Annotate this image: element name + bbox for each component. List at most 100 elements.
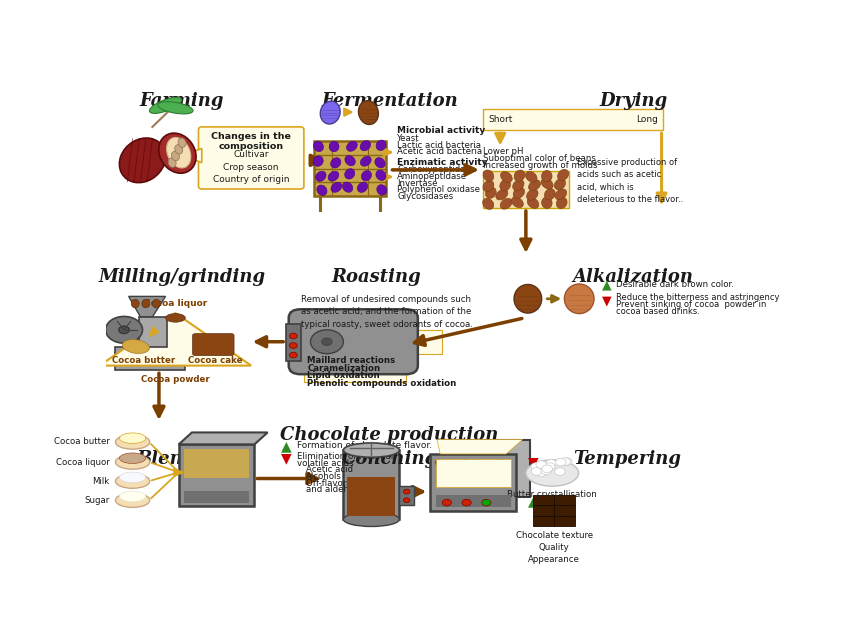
Ellipse shape — [328, 171, 339, 181]
Text: Enzimatic activity: Enzimatic activity — [398, 157, 488, 167]
Circle shape — [562, 458, 572, 466]
Ellipse shape — [513, 187, 524, 198]
Text: Removal of undesired compounds such
as acetic acid, and the formation of the
typ: Removal of undesired compounds such as a… — [301, 295, 473, 329]
FancyBboxPatch shape — [139, 317, 167, 347]
Ellipse shape — [317, 185, 327, 195]
Circle shape — [482, 499, 491, 506]
Text: Alkalization: Alkalization — [573, 268, 694, 286]
FancyBboxPatch shape — [198, 127, 304, 189]
Text: Polyphenol oxidase: Polyphenol oxidase — [398, 185, 480, 195]
Ellipse shape — [541, 179, 553, 189]
Circle shape — [531, 463, 541, 471]
Ellipse shape — [345, 156, 355, 166]
Ellipse shape — [529, 180, 541, 191]
Text: Changes in the
composition: Changes in the composition — [212, 131, 291, 151]
Ellipse shape — [545, 188, 555, 200]
FancyBboxPatch shape — [533, 505, 554, 516]
Text: Lipid oxidation: Lipid oxidation — [307, 371, 380, 380]
Circle shape — [404, 498, 410, 503]
Ellipse shape — [152, 299, 161, 308]
Ellipse shape — [496, 189, 508, 200]
Circle shape — [531, 467, 541, 476]
FancyBboxPatch shape — [435, 459, 511, 487]
FancyBboxPatch shape — [403, 330, 442, 353]
Text: Aminopeptidase: Aminopeptidase — [398, 172, 468, 181]
Ellipse shape — [376, 170, 386, 180]
Ellipse shape — [500, 198, 512, 209]
Ellipse shape — [178, 138, 186, 148]
Text: Desirable dark brown color.: Desirable dark brown color. — [616, 280, 734, 289]
FancyBboxPatch shape — [554, 516, 575, 526]
Ellipse shape — [558, 169, 569, 180]
Text: Cultivar
Crop season
Country of origin: Cultivar Crop season Country of origin — [212, 151, 289, 185]
Text: Formation of chocolate flavor.: Formation of chocolate flavor. — [297, 441, 432, 450]
Text: and aldehydes: and aldehydes — [306, 485, 370, 494]
Ellipse shape — [360, 156, 371, 166]
Text: Chocolate texture
Quality
Appearance: Chocolate texture Quality Appearance — [516, 531, 592, 564]
Ellipse shape — [116, 474, 150, 489]
Ellipse shape — [314, 141, 324, 152]
Circle shape — [544, 463, 555, 471]
FancyBboxPatch shape — [348, 477, 395, 515]
FancyBboxPatch shape — [314, 141, 386, 196]
Circle shape — [442, 499, 451, 506]
Text: Blending: Blending — [136, 450, 228, 467]
Circle shape — [546, 459, 556, 467]
Text: Conching: Conching — [342, 450, 438, 467]
Text: volatile acids: volatile acids — [297, 459, 354, 467]
Ellipse shape — [343, 512, 400, 526]
Ellipse shape — [314, 156, 323, 166]
Ellipse shape — [500, 180, 511, 191]
Ellipse shape — [485, 187, 496, 198]
Text: Cocoa butter: Cocoa butter — [54, 438, 110, 446]
Text: Maillard reactions: Maillard reactions — [307, 356, 395, 365]
Ellipse shape — [116, 455, 150, 469]
Text: Milling/grinding: Milling/grinding — [99, 268, 265, 286]
Circle shape — [105, 316, 143, 343]
Ellipse shape — [514, 285, 541, 313]
Ellipse shape — [360, 141, 371, 151]
Ellipse shape — [483, 180, 494, 192]
Ellipse shape — [116, 493, 150, 507]
Ellipse shape — [345, 169, 354, 179]
Polygon shape — [437, 440, 523, 454]
Ellipse shape — [158, 102, 193, 114]
Text: Fermentation: Fermentation — [321, 92, 458, 110]
Text: Sugar: Sugar — [84, 496, 110, 505]
Ellipse shape — [541, 197, 552, 208]
Circle shape — [556, 458, 566, 466]
Text: ▼: ▼ — [602, 294, 611, 308]
Text: Caramelization: Caramelization — [307, 364, 380, 373]
Text: ▼: ▼ — [528, 456, 539, 469]
Text: Farming: Farming — [139, 92, 224, 110]
Circle shape — [536, 469, 547, 477]
FancyBboxPatch shape — [554, 495, 575, 505]
Ellipse shape — [375, 157, 385, 168]
FancyBboxPatch shape — [483, 109, 663, 130]
Text: Cocoa powder: Cocoa powder — [141, 375, 210, 384]
Circle shape — [554, 467, 565, 476]
Ellipse shape — [331, 157, 341, 168]
Text: Chocolate production: Chocolate production — [280, 426, 499, 444]
Circle shape — [404, 489, 410, 494]
Text: Lactic acid bacteria: Lactic acid bacteria — [398, 141, 481, 149]
Text: Short: Short — [488, 115, 513, 124]
Text: Increased growth of molds: Increased growth of molds — [483, 161, 598, 170]
FancyBboxPatch shape — [554, 505, 575, 516]
Ellipse shape — [167, 138, 191, 168]
Text: cocoa based drinks.: cocoa based drinks. — [616, 307, 700, 316]
Ellipse shape — [119, 433, 146, 443]
FancyBboxPatch shape — [193, 334, 234, 356]
FancyBboxPatch shape — [184, 449, 249, 478]
FancyBboxPatch shape — [286, 324, 301, 361]
FancyBboxPatch shape — [445, 440, 530, 497]
Text: Suboptimal color of beans: Suboptimal color of beans — [483, 154, 596, 163]
FancyBboxPatch shape — [343, 450, 400, 520]
Ellipse shape — [116, 435, 150, 449]
Text: Reduce the bitterness and astringency: Reduce the bitterness and astringency — [616, 293, 779, 303]
Ellipse shape — [175, 144, 183, 154]
Ellipse shape — [501, 172, 513, 182]
Text: ▲: ▲ — [602, 278, 611, 291]
Text: Cocoa cake: Cocoa cake — [188, 356, 242, 365]
Ellipse shape — [119, 453, 146, 464]
